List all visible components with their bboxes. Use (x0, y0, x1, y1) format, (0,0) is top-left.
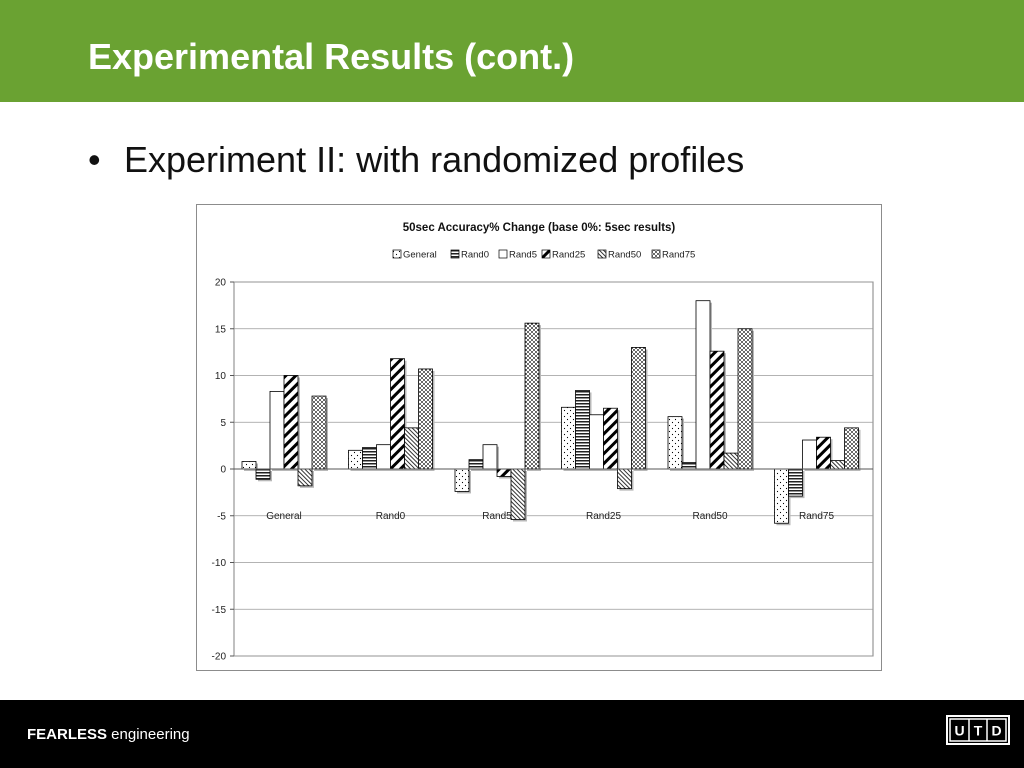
x-tick-label: Rand75 (799, 511, 834, 522)
y-tick-label: 20 (215, 278, 227, 289)
bar-rand0-rand75 (418, 368, 433, 470)
bullet-item: • Experiment II: with randomized profiles (88, 138, 744, 182)
bar-rand5-rand0 (468, 459, 484, 470)
bar-general-rand50 (297, 468, 313, 487)
bar-rand0-rand5 (376, 444, 391, 470)
y-tick-label: -5 (217, 511, 226, 522)
bar-rand5-rand50 (510, 468, 526, 520)
y-tick-label: 5 (220, 418, 226, 429)
bar-rand5-rand25 (496, 468, 512, 477)
bar-general-rand75 (311, 395, 327, 470)
bar-rand50-rand75 (737, 328, 753, 470)
bar-rand50-rand50 (723, 452, 739, 470)
bar-rand75-general (774, 468, 789, 524)
y-tick-label: -15 (212, 605, 227, 616)
legend-label: General (403, 250, 437, 261)
bullet-text: Experiment II: with randomized profiles (124, 139, 745, 180)
x-tick-label: Rand25 (586, 511, 621, 522)
legend: General Rand0 Rand5 Rand25 Rand50 Rand75 (392, 249, 695, 261)
brand-rest: engineering (107, 726, 190, 743)
y-tick-label: 10 (215, 371, 227, 382)
logo-letter-d: D (991, 723, 1001, 739)
bar-general-rand5 (269, 390, 285, 470)
legend-swatch (597, 249, 607, 259)
bar-groups (241, 300, 861, 526)
bar-general-rand0 (255, 468, 271, 480)
bar-general-rand25 (283, 375, 299, 470)
bar-rand50-rand0 (681, 462, 697, 470)
bar-general-general (241, 461, 257, 470)
bar-rand25-rand0 (575, 390, 590, 470)
legend-swatch (651, 249, 661, 259)
legend-label: Rand5 (509, 250, 537, 261)
bullet-marker: • (88, 139, 101, 180)
y-tick-label: 15 (215, 324, 227, 335)
legend-label: Rand25 (552, 250, 585, 261)
axis-labels: 20 15 10 5 0 -5 -10 -15 -20 General Rand0 Rand5 Rand… (212, 278, 835, 663)
bar-rand5-rand5 (482, 444, 498, 470)
bar-rand25-general (561, 406, 576, 470)
bar-rand75-rand0 (788, 468, 803, 497)
legend-swatch (392, 249, 402, 259)
slide-title: Experimental Results (cont.) (88, 36, 575, 77)
logo-letter-t: T (974, 723, 983, 739)
x-tick-label: Rand0 (376, 511, 406, 522)
bar-rand25-rand75 (631, 347, 646, 470)
legend-label: Rand0 (461, 250, 489, 261)
x-tick-label: General (266, 511, 302, 522)
logo-letter-u: U (954, 723, 964, 739)
y-tick-label: -10 (212, 558, 227, 569)
y-tick-label: 0 (220, 465, 226, 476)
axes (230, 281, 873, 657)
bar-rand5-general (454, 468, 470, 492)
bar-rand25-rand5 (589, 414, 604, 470)
legend-label: Rand50 (608, 250, 641, 261)
x-tick-label: Rand50 (692, 511, 727, 522)
bar-rand75-rand5 (802, 439, 817, 470)
bar-rand25-rand25 (603, 407, 618, 470)
bar-rand75-rand50 (830, 460, 845, 470)
bar-rand75-rand25 (816, 436, 831, 470)
utd-logo: U T D (946, 715, 1010, 745)
bar-chart: 20 15 10 5 0 -5 -10 -15 -20 General Rand0 Rand5 Rand… (212, 222, 874, 663)
bar-rand50-rand25 (709, 350, 725, 470)
bar-rand25-rand50 (617, 468, 632, 490)
bar-rand0-general (348, 449, 363, 470)
bar-rand0-rand50 (404, 427, 419, 470)
footer-brand: FEARLESS engineering (27, 726, 190, 743)
bar-rand5-rand75 (524, 322, 540, 470)
y-tick-label: -20 (212, 652, 227, 663)
legend-label: Rand75 (662, 250, 695, 261)
chart-title: 50sec Accuracy% Change (base 0%: 5sec re… (403, 222, 676, 234)
bar-rand75-rand75 (844, 427, 859, 470)
legend-swatch (450, 249, 460, 259)
chart-container: 20 15 10 5 0 -5 -10 -15 -20 General Rand0 Rand5 Rand… (196, 204, 882, 671)
title-bar: Experimental Results (cont.) (0, 0, 1024, 102)
footer-bar: FEARLESS engineering (0, 700, 1024, 768)
legend-swatch (541, 249, 551, 259)
x-tick-label: Rand5 (482, 511, 512, 522)
bar-rand50-rand5 (695, 300, 711, 470)
bar-rand0-rand0 (362, 447, 377, 470)
bar-rand50-general (667, 416, 683, 470)
legend-swatch (498, 249, 508, 259)
brand-bold: FEARLESS (27, 726, 108, 743)
bar-rand0-rand25 (390, 358, 405, 470)
